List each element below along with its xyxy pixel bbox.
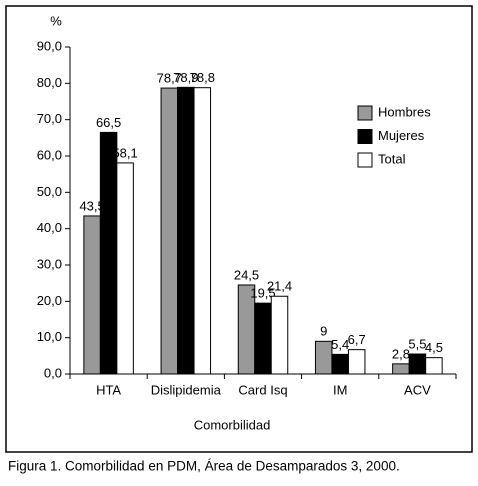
value-label: 5,4 (331, 337, 349, 352)
value-label: 78,8 (190, 70, 215, 85)
value-label: 78,7 (157, 70, 182, 85)
value-label: 21,4 (267, 279, 292, 294)
y-tick-label: 30,0 (37, 256, 62, 271)
bar (160, 87, 179, 375)
legend-swatch (357, 105, 373, 121)
y-axis-label: % (50, 13, 62, 28)
legend-swatch (357, 129, 373, 144)
value-label: 19,5 (250, 286, 275, 301)
bar (193, 87, 212, 375)
value-label: 6,7 (348, 332, 366, 347)
bar (347, 349, 366, 375)
bar (177, 86, 195, 375)
value-label: 78,9 (173, 70, 198, 85)
bar (314, 340, 333, 375)
legend-swatch (357, 152, 373, 168)
x-tick-label: ACV (404, 382, 431, 397)
y-tick-label: 20,0 (37, 293, 62, 308)
bar (83, 215, 101, 375)
bar (254, 302, 272, 375)
caption: Figura 1. Comorbilidad en PDM, Área de D… (8, 459, 400, 474)
x-tick-label: Card Isq (238, 382, 287, 397)
value-label: 24,5 (234, 267, 259, 282)
x-tick-label: HTA (96, 382, 121, 397)
y-tick-label: 40,0 (37, 220, 62, 235)
bar (116, 162, 134, 375)
y-tick-label: 60,0 (37, 147, 62, 162)
y-tick-label: 10,0 (37, 329, 62, 344)
value-label: 9 (320, 324, 327, 339)
value-label: 43,5 (79, 198, 104, 213)
value-label: 2,8 (392, 346, 410, 361)
bar (99, 131, 118, 375)
legend-label: Hombres (378, 104, 431, 119)
value-label: 4,5 (425, 340, 443, 355)
x-axis-label: Comorbilidad (194, 417, 271, 432)
bar (392, 363, 410, 375)
bar (331, 353, 349, 375)
y-tick-label: 80,0 (37, 75, 62, 90)
y-tick-label: 0,0 (44, 365, 62, 380)
value-label: 66,5 (96, 115, 121, 130)
x-tick-label: Dislipidemia (151, 382, 222, 397)
value-label: 5,5 (408, 336, 426, 351)
x-tick-label: IM (333, 382, 347, 397)
y-tick-label: 50,0 (37, 184, 62, 199)
y-tick-label: 70,0 (37, 111, 62, 126)
y-tick-label: 90,0 (37, 38, 62, 53)
frame (5, 5, 473, 453)
legend-label: Total (378, 151, 406, 166)
value-label: 58,1 (112, 145, 137, 160)
bar (408, 353, 427, 375)
legend-label: Mujeres (378, 128, 425, 143)
bar (425, 357, 443, 375)
bar (270, 295, 289, 375)
